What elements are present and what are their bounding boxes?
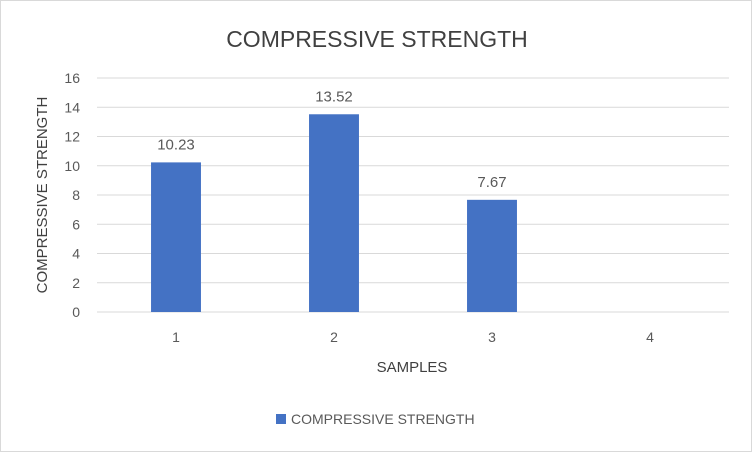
bar <box>309 114 359 313</box>
legend-label: COMPRESSIVE STRENGTH <box>291 411 475 427</box>
x-tick-label: 3 <box>488 329 496 345</box>
y-tick-label: 2 <box>72 275 80 291</box>
y-tick-label: 12 <box>64 129 80 145</box>
y-tick-label: 0 <box>72 304 80 320</box>
data-label: 13.52 <box>315 88 353 105</box>
bar-series <box>151 114 517 313</box>
gridlines <box>97 77 729 313</box>
chart-title: COMPRESSIVE STRENGTH <box>226 26 528 52</box>
y-tick-label: 4 <box>72 246 80 262</box>
data-label: 10.23 <box>157 136 195 153</box>
data-labels: 10.23 13.52 7.67 <box>157 88 506 191</box>
y-tick-label: 14 <box>64 99 80 115</box>
y-axis-title: COMPRESSIVE STRENGTH <box>34 97 51 294</box>
y-axis-ticks: 0 2 4 6 8 10 12 14 16 <box>64 70 80 320</box>
y-tick-label: 6 <box>72 216 80 232</box>
x-axis-ticks: 1 2 3 4 <box>172 329 654 345</box>
y-tick-label: 8 <box>72 187 80 203</box>
y-tick-label: 16 <box>64 70 80 86</box>
legend: COMPRESSIVE STRENGTH <box>276 411 475 427</box>
y-tick-label: 10 <box>64 158 80 174</box>
bar <box>151 162 201 312</box>
legend-swatch <box>276 414 286 424</box>
data-label: 7.67 <box>477 174 506 191</box>
x-tick-label: 1 <box>172 329 180 345</box>
x-axis-title: SAMPLES <box>377 359 448 376</box>
bar <box>467 199 517 312</box>
x-tick-label: 2 <box>330 329 338 345</box>
x-tick-label: 4 <box>646 329 654 345</box>
